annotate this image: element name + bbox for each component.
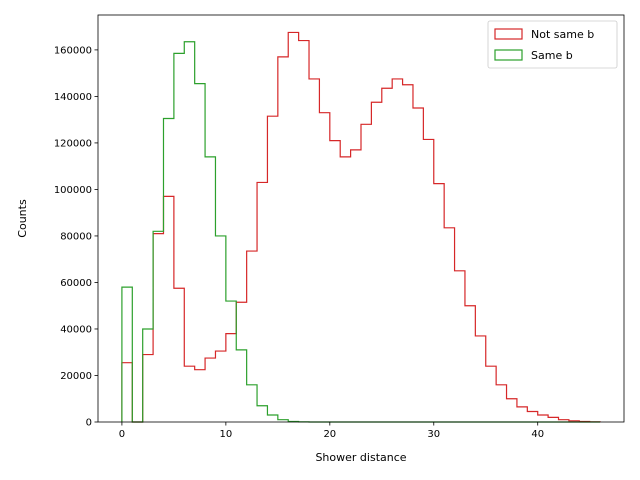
series-not-same-b-step (121, 31, 601, 423)
x-tick-label: 30 (427, 429, 440, 440)
axes-frame (97, 14, 625, 423)
legend-entry-label: Same b (531, 49, 573, 62)
y-tick-label: 20000 (60, 371, 92, 382)
y-axis-ticks: 0 20000 40000 60000 80000 100000 120000 140000 1… (54, 45, 98, 429)
legend-swatch (494, 49, 523, 61)
legend-entry-label: Not same b (531, 28, 594, 41)
legend-box (487, 20, 618, 69)
y-tick-label: 80000 (60, 231, 92, 242)
x-tick-label: 0 (119, 429, 125, 440)
y-tick-label: 160000 (54, 45, 92, 56)
legend-swatch (494, 28, 523, 40)
series-same-b-step (121, 41, 601, 423)
legend: Not same b Same b (487, 20, 618, 69)
y-tick-label: 120000 (54, 138, 92, 149)
series-layer (121, 31, 601, 423)
y-tick-label: 140000 (54, 92, 92, 103)
x-tick-label: 10 (219, 429, 232, 440)
y-tick-label: 60000 (60, 278, 92, 289)
x-tick-label: 20 (323, 429, 336, 440)
y-tick-label: 100000 (54, 185, 92, 196)
plot-area (97, 14, 625, 423)
x-axis-label: Shower distance (315, 451, 406, 464)
y-tick-label: 40000 (60, 324, 92, 335)
y-axis-label: Counts (16, 199, 29, 238)
x-axis-ticks: 0 10 20 30 40 (119, 422, 544, 440)
x-tick-label: 40 (531, 429, 544, 440)
y-tick-label: 0 (86, 418, 92, 429)
